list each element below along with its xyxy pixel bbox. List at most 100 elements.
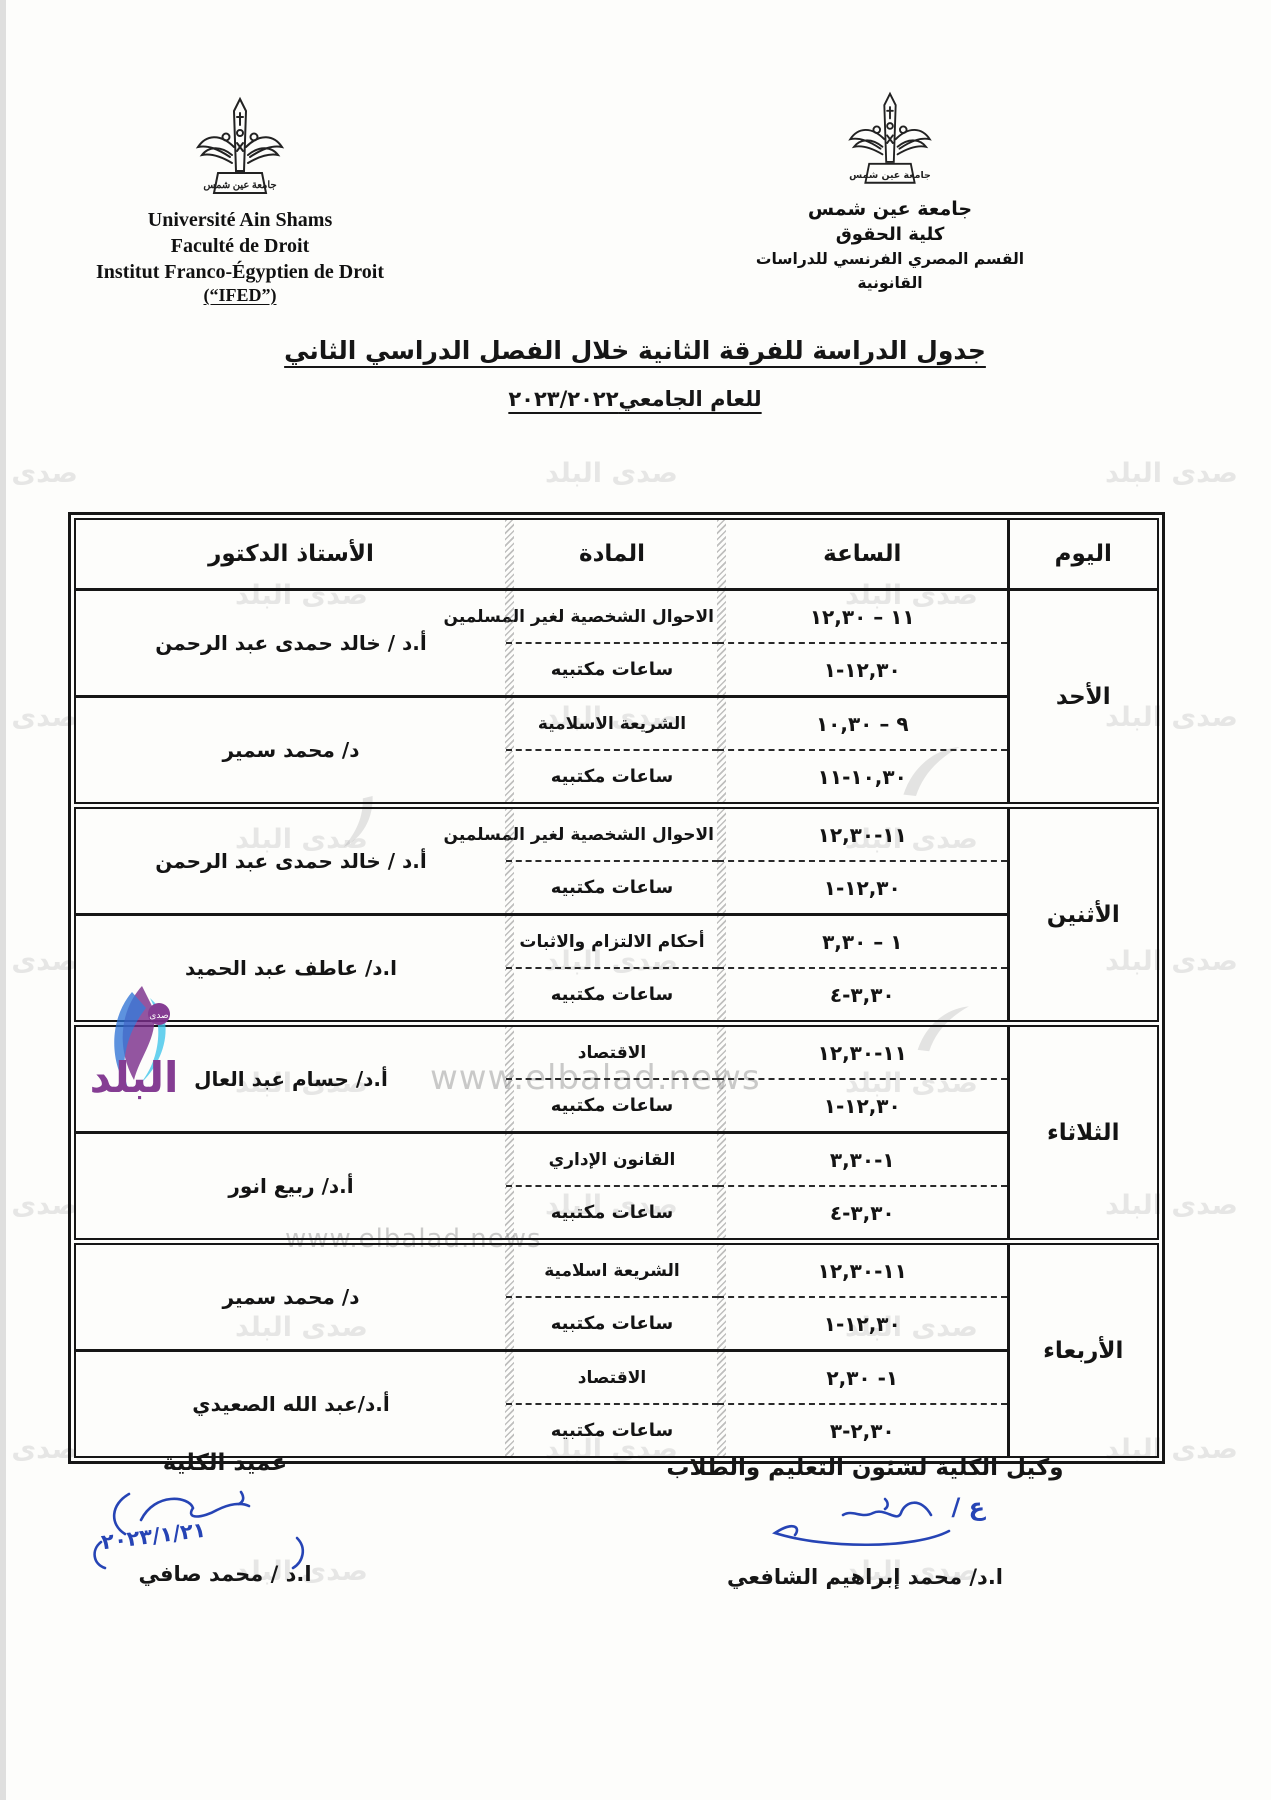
office-time-cell: ١٢,٣٠-١: [717, 860, 1008, 915]
text-watermark: صدى البلد: [0, 458, 78, 489]
table-row: ١-٣,٣٠ القانون الإداري أ.د/ ربيع انور: [75, 1131, 1158, 1242]
subject-cell: الشريعة اسلامية: [505, 1238, 718, 1299]
professor-cell: أ.د / خالد حمدى عبد الرحمن: [75, 802, 506, 915]
table-row: الأثنين ١١-١٢,٣٠ الاحوال الشخصية لغير ال…: [75, 802, 1158, 1024]
office-time-cell: ١٢,٣٠-١: [717, 1296, 1008, 1351]
signature-strokes: [93, 1490, 305, 1570]
table-row: ٣,٣٠-٤ ساعات مكتبيه: [75, 967, 1158, 1024]
vice-dean-block: وكيل الكلية لشئون التعليم والطلاب ع / ا.…: [640, 1455, 1090, 1589]
office-hours-label: ساعات مكتبيه: [505, 1296, 718, 1351]
office-hours-label: ساعات مكتبيه: [505, 642, 718, 697]
vice-dean-title: وكيل الكلية لشئون التعليم والطلاب: [666, 1455, 1064, 1481]
text-watermark: صدى البلد: [0, 702, 78, 733]
day-cell: الأربعاء: [1006, 1238, 1158, 1457]
vice-dean-signature: ع /: [735, 1487, 995, 1557]
office-hours-label: ساعات مكتبيه: [505, 967, 718, 1024]
table-row: ١- ٢,٣٠ الاقتصاد أ.د/عبد الله الصعيدي: [75, 1349, 1158, 1457]
ain-shams-emblem-icon: جامعة عين شمس: [195, 96, 285, 194]
table-row: الثلاثاء ١١-١٢,٣٠ الاقتصاد أ.د/ حسام عبد…: [75, 1020, 1158, 1242]
office-time-cell: ٢,٣٠-٣: [717, 1403, 1008, 1457]
logo-small-text: صدى: [149, 1011, 168, 1021]
table-row: ٣,٣٠-٤ ساعات مكتبيه: [75, 1185, 1158, 1242]
lecture-time-cell: ١- ٢,٣٠: [717, 1349, 1008, 1404]
office-time-cell: ١٢,٣٠-١: [717, 642, 1008, 697]
professor-cell: د/ محمد سمير: [75, 695, 506, 806]
signature-initial: ع /: [951, 1493, 985, 1521]
dean-block: عميد الكلية ٢٠٢٣/١/٢١ ا.د / محمد صافي: [50, 1450, 400, 1586]
subject-cell: الشريعة الاسلامية: [505, 695, 718, 750]
column-header-hour: الساعة: [717, 519, 1008, 591]
faculty-name-fr: Faculté de Droit: [170, 235, 310, 257]
office-time-cell: ١٢,٣٠-١: [717, 1078, 1008, 1133]
table-row: ١٢,٣٠-١ ساعات مكتبيه: [75, 642, 1158, 697]
header-row: اليوم الساعة المادة الأستاذ الدكتور: [75, 519, 1158, 591]
letterhead-arabic: جامعة عين شمس جامعة عين شمس كلية الحقوق …: [735, 90, 1045, 295]
emblem-caption: جامعة عين شمس: [849, 170, 931, 181]
schedule-table: اليوم الساعة المادة الأستاذ الدكتور الأح…: [74, 518, 1159, 1458]
subject-cell: الاحوال الشخصية لغير المسلمين: [444, 802, 718, 863]
faculty-name-ar: كلية الحقوق: [835, 224, 945, 245]
dean-signature: ٢٠٢٣/١/٢١: [85, 1478, 335, 1574]
sada-elbalad-logo: صدى البلد: [90, 986, 179, 1102]
university-name-fr: Université Ain Shams: [147, 209, 333, 231]
day-cell: الأثنين: [1006, 802, 1158, 1024]
lecture-time-cell: ١١-١٢,٣٠: [717, 1238, 1008, 1299]
day-cell: الثلاثاء: [1006, 1020, 1158, 1242]
schedule-table-frame: اليوم الساعة المادة الأستاذ الدكتور الأح…: [68, 512, 1165, 1464]
vice-dean-name: ا.د/ محمد إبراهيم الشافعي: [726, 1565, 1004, 1589]
dean-title: عميد الكلية: [162, 1450, 288, 1476]
table-row: ٢,٣٠-٣ ساعات مكتبيه: [75, 1403, 1158, 1457]
office-hours-label: ساعات مكتبيه: [505, 749, 718, 806]
professor-cell: أ.د / خالد حمدى عبد الرحمن: [155, 631, 427, 655]
letterhead-french: جامعة عين شمس Université Ain Shams Facul…: [75, 95, 405, 306]
text-watermark: صدى البلد: [0, 1190, 78, 1221]
subject-cell: الاحوال الشخصية لغير المسلمين: [444, 589, 718, 644]
title-block: جدول الدراسة للفرقة الثانية خلال الفصل ا…: [250, 336, 1020, 411]
table-row: ١٢,٣٠-١ ساعات مكتبيه: [75, 860, 1158, 915]
university-name-ar: جامعة عين شمس: [807, 198, 973, 220]
ifed-abbreviation: (“IFED”): [203, 285, 277, 305]
subject-cell: الاقتصاد: [505, 1020, 718, 1081]
lecture-time-cell: ٩ – ١٠,٣٠: [717, 695, 1008, 750]
day-cell: الأحد: [1006, 589, 1158, 806]
table-row: ٩ – ١٠,٣٠ الشريعة الاسلامية د/ محمد سمير: [75, 695, 1158, 806]
emblem-caption: جامعة عين شمس: [203, 180, 276, 191]
signature-strokes: [772, 1497, 951, 1547]
office-time-cell: ١٠,٣٠-١١: [717, 749, 1008, 806]
lecture-time-cell: ١ – ٣,٣٠: [717, 913, 1008, 968]
table-row: ١٢,٣٠-١ ساعات مكتبيه: [75, 1078, 1158, 1133]
office-hours-label: ساعات مكتبيه: [505, 1403, 718, 1457]
table-row: ١٠,٣٠-١١ ساعات مكتبيه: [75, 749, 1158, 806]
scan-edge-shadow: [0, 0, 6, 1800]
lecture-time-cell: ١١-١٢,٣٠: [717, 1020, 1008, 1081]
text-watermark: صدى البلد: [545, 458, 678, 489]
office-hours-label: ساعات مكتبيه: [505, 1078, 718, 1133]
academic-year: للعام الجامعي٢٠٢٣/٢٠٢٢: [508, 387, 762, 411]
professor-cell: أ.د/عبد الله الصعيدي: [75, 1349, 506, 1457]
office-time-cell: ٣,٣٠-٤: [717, 1185, 1008, 1242]
professor-cell: أ.د/ ربيع انور: [75, 1131, 506, 1242]
subject-cell: أحكام الالتزام والاثبات: [505, 913, 718, 968]
office-hours-label: ساعات مكتبيه: [505, 1185, 718, 1242]
subject-cell: القانون الإداري: [505, 1131, 718, 1186]
column-header-day: اليوم: [1006, 519, 1158, 591]
lecture-time-cell: ١١-١٢,٣٠: [717, 802, 1008, 863]
lecture-time-cell: ١١ – ١٢,٣٠: [717, 589, 1008, 644]
table-row: ١ – ٣,٣٠ أحكام الالتزام والاثبات ا.د/ عا…: [75, 913, 1158, 1024]
table-row: ١٢,٣٠-١ ساعات مكتبيه: [75, 1296, 1158, 1351]
ain-shams-emblem-icon: جامعة عين شمس: [848, 91, 932, 184]
department-name-ar: القسم المصري الفرنسي للدراسات القانونية: [755, 250, 1025, 292]
column-header-subject: المادة: [505, 519, 718, 591]
text-watermark: صدى البلد: [0, 946, 78, 977]
signature-date: ٢٠٢٣/١/٢١: [99, 1517, 208, 1555]
institute-name-fr: Institut Franco-Égyptien de Droit: [96, 261, 384, 283]
text-watermark: صدى البلد: [1105, 458, 1238, 489]
table-row: الأربعاء ١١-١٢,٣٠ الشريعة اسلامية د/ محم…: [75, 1238, 1158, 1457]
table-row: الأحد ١١ – ١٢,٣٠ الاحوال الشخصية لغير ال…: [75, 589, 1158, 806]
office-hours-label: ساعات مكتبيه: [505, 860, 718, 915]
dean-name: ا.د / محمد صافي: [138, 1562, 312, 1586]
subject-cell: الاقتصاد: [505, 1349, 718, 1404]
office-time-cell: ٣,٣٠-٤: [717, 967, 1008, 1024]
logo-text: البلد: [90, 1053, 179, 1102]
